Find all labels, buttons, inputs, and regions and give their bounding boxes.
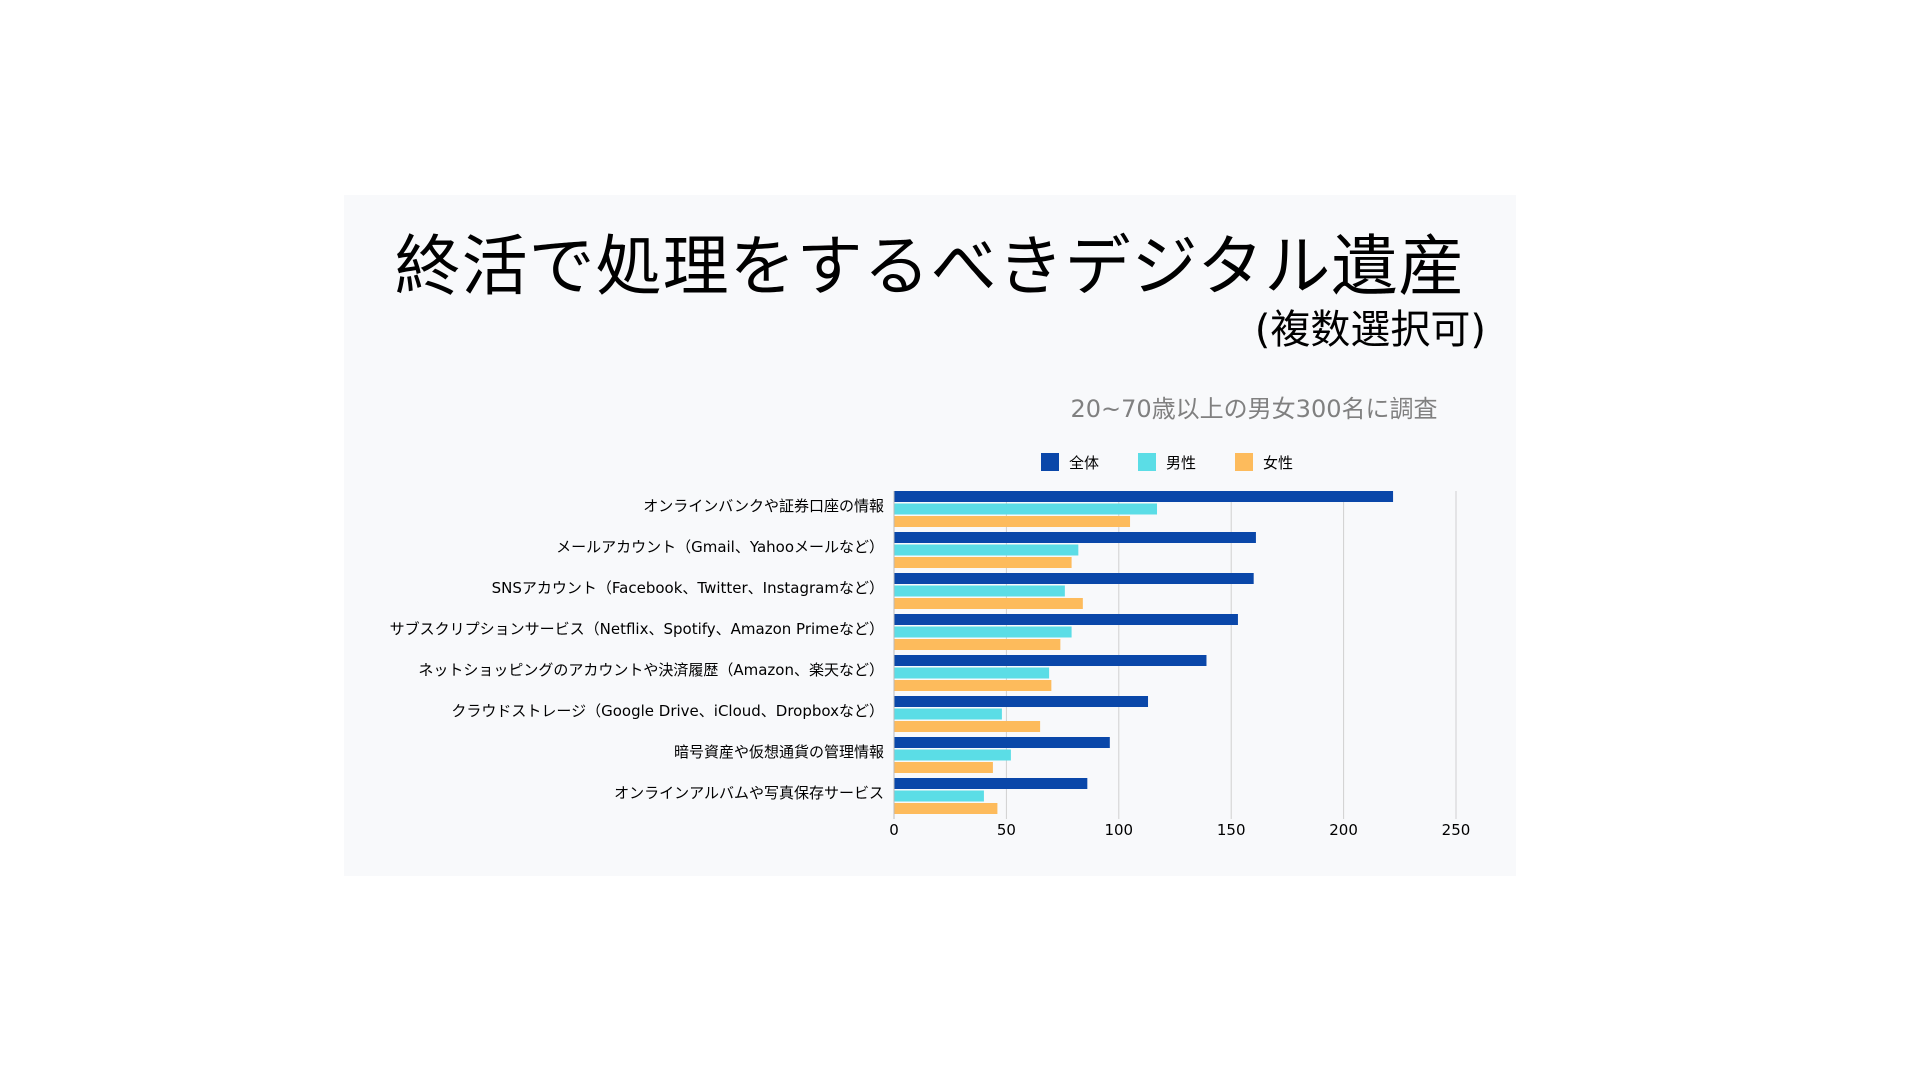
x-tick-label: 0 [889, 821, 899, 839]
bar-male [894, 626, 1072, 638]
x-tick-label: 150 [1217, 821, 1246, 839]
bar-total [894, 778, 1088, 789]
bar-male [894, 503, 1158, 515]
chart-panel: 終活で処理をするべきデジタル遺産 (複数選択可) 20~70歳以上の男女300名… [344, 195, 1516, 876]
bar-female [894, 762, 993, 773]
bar-total [894, 614, 1238, 625]
legend-swatch [1235, 453, 1253, 471]
bar-total [894, 573, 1254, 584]
bar-male [894, 790, 984, 802]
y-category-label: ネットショッピングのアカウントや決済履歴（Amazon、楽天など） [418, 661, 884, 679]
x-tick-label: 100 [1104, 821, 1133, 839]
x-tick-label: 250 [1442, 821, 1471, 839]
bar-female [894, 639, 1061, 650]
x-tick-label: 200 [1329, 821, 1358, 839]
bar-total [894, 737, 1110, 748]
bar-female [894, 557, 1072, 568]
page-title: 終活で処理をするべきデジタル遺産 [394, 228, 1466, 305]
bar-male [894, 544, 1079, 556]
y-category-label: メールアカウント（Gmail、Yahooメールなど） [556, 538, 884, 556]
y-category-label: オンラインバンクや証券口座の情報 [643, 497, 884, 515]
bar-female [894, 680, 1052, 691]
legend-label: 男性 [1166, 454, 1196, 472]
bar-female [894, 803, 998, 814]
bar-female [894, 516, 1131, 527]
bar-female [894, 721, 1041, 732]
page-subtitle: (複数選択可) [1254, 307, 1486, 353]
bar-total [894, 532, 1256, 543]
bar-male [894, 749, 1011, 761]
chart-title: 20~70歳以上の男女300名に調査 [1071, 395, 1438, 423]
legend-swatch [1138, 453, 1156, 471]
bar-male [894, 667, 1050, 679]
bar-total [894, 491, 1394, 502]
y-category-label: 暗号資産や仮想通貨の管理情報 [674, 743, 884, 761]
bar-female [894, 598, 1083, 609]
bar-total [894, 655, 1207, 666]
legend-label: 女性 [1263, 454, 1293, 472]
y-category-label: オンラインアルバムや写真保存サービス [614, 784, 884, 802]
x-tick-label: 50 [997, 821, 1016, 839]
bar-total [894, 696, 1149, 707]
y-category-label: サブスクリプションサービス（Netflix、Spotify、Amazon Pri… [390, 620, 884, 638]
y-category-label: クラウドストレージ（Google Drive、iCloud、Dropboxなど） [451, 702, 884, 720]
y-category-label: SNSアカウント（Facebook、Twitter、Instagramなど） [492, 579, 884, 597]
bar-male [894, 708, 1002, 720]
legend-swatch [1041, 453, 1059, 471]
bar-male [894, 585, 1065, 597]
legend-label: 全体 [1069, 454, 1099, 472]
